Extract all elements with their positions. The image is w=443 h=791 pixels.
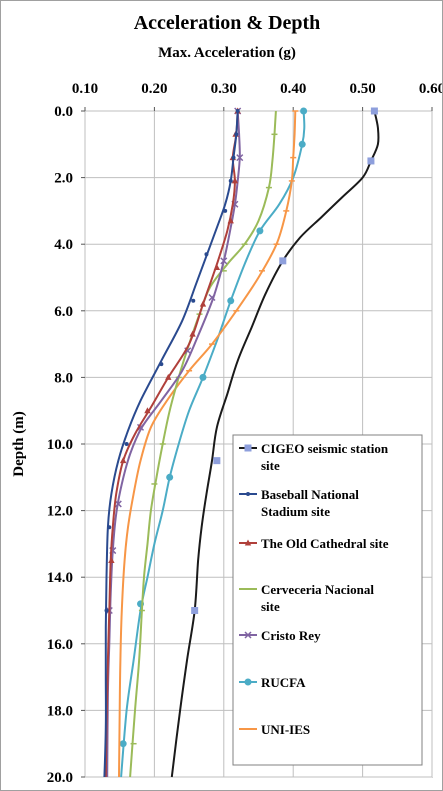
legend-label: CIGEO seismic station site	[261, 441, 389, 473]
data-point	[199, 300, 207, 307]
data-point	[231, 155, 236, 160]
data-point	[104, 608, 109, 613]
data-point	[234, 132, 239, 137]
legend-label-line: CIGEO seismic station	[261, 441, 389, 456]
data-point	[223, 208, 228, 213]
data-point	[191, 607, 199, 614]
legend-swatch-marker	[244, 444, 252, 452]
data-point	[191, 298, 196, 303]
data-point	[213, 457, 221, 465]
data-point	[256, 227, 264, 235]
data-point	[204, 252, 209, 257]
legend: CIGEO seismic station site Baseball Nation…	[232, 434, 423, 766]
series-line	[170, 110, 380, 778]
data-point	[159, 362, 164, 367]
legend-label-line: Cerveceria Nacional	[261, 582, 374, 597]
data-point	[124, 442, 129, 446]
series-layer	[103, 107, 380, 778]
legend-label-line: site	[261, 458, 280, 473]
data-point	[370, 107, 378, 115]
y-tick-label: 2.0	[54, 171, 73, 187]
axis-layer: 0.10 0.20 0.30 0.40 0.50 0.60 0.0 2.0 4.0 6.0 8.0 1…	[47, 81, 442, 786]
data-point	[108, 557, 115, 564]
legend-label-line: RUCFA	[261, 675, 306, 690]
legend-label: Cerveceria Nacional site	[261, 582, 374, 614]
y-tick-label: 8.0	[54, 370, 73, 386]
y-tick-label: 18.0	[47, 703, 73, 719]
x-tick-label: 0.30	[211, 81, 237, 97]
data-point	[119, 457, 127, 464]
data-point	[236, 154, 244, 162]
legend-label: Cristo Rey	[261, 628, 321, 643]
legend-label: The Old Cathedral site	[261, 536, 389, 551]
legend-swatch-marker	[244, 678, 252, 686]
legend-swatch-marker	[246, 492, 250, 496]
legend-label-line: Stadium site	[261, 504, 330, 519]
data-point	[367, 157, 375, 165]
y-tick-label: 0.0	[54, 104, 73, 120]
legend-label-line: Baseball National	[261, 487, 359, 502]
data-point	[189, 330, 196, 337]
data-point	[107, 525, 112, 530]
legend-label-line: Cristo Rey	[261, 628, 321, 643]
series-group	[103, 109, 240, 778]
legend-label: Baseball National Stadium site	[261, 487, 359, 519]
data-point	[300, 107, 308, 115]
data-point	[114, 500, 122, 508]
x-tick-label: 0.10	[72, 81, 98, 97]
y-tick-label: 16.0	[47, 637, 73, 653]
data-point	[119, 740, 127, 748]
y-tick-label: 10.0	[47, 437, 73, 453]
x-tick-label: 0.40	[280, 81, 306, 97]
legend-box	[232, 434, 423, 766]
legend-label-line: The Old Cathedral site	[261, 536, 389, 551]
x-axis-title: Max. Acceleration (g)	[158, 45, 296, 61]
data-point	[199, 373, 207, 381]
data-point	[228, 178, 233, 183]
data-point	[220, 257, 228, 265]
data-point	[279, 257, 287, 265]
y-tick-label: 14.0	[47, 570, 73, 586]
data-point	[166, 473, 174, 481]
data-point	[208, 293, 216, 302]
legend-label: UNI-IES	[261, 722, 310, 737]
y-tick-label: 20.0	[47, 770, 73, 786]
y-tick-label: 4.0	[54, 237, 73, 253]
y-tick-label: 6.0	[54, 304, 73, 320]
data-point	[213, 264, 221, 271]
data-point	[231, 177, 239, 184]
chart-title: Acceleration & Depth	[134, 12, 321, 34]
data-point	[235, 109, 240, 113]
data-point	[227, 217, 234, 224]
data-point	[165, 373, 172, 380]
y-axis-title: Depth (m)	[11, 411, 27, 476]
series-group	[170, 107, 380, 778]
x-tick-label: 0.50	[349, 81, 375, 97]
legend-swatch-marker	[244, 539, 252, 546]
data-point	[298, 140, 306, 148]
legend-label: RUCFA	[261, 675, 306, 690]
y-tick-label: 12.0	[47, 504, 73, 520]
x-tick-label: 0.20	[141, 81, 167, 97]
x-tick-label: 0.60	[419, 81, 442, 97]
legend-label-line: UNI-IES	[261, 722, 310, 737]
data-point	[144, 407, 151, 414]
legend-label-line: site	[261, 599, 280, 614]
legend-swatch-marker	[244, 631, 252, 639]
data-point	[227, 297, 235, 305]
